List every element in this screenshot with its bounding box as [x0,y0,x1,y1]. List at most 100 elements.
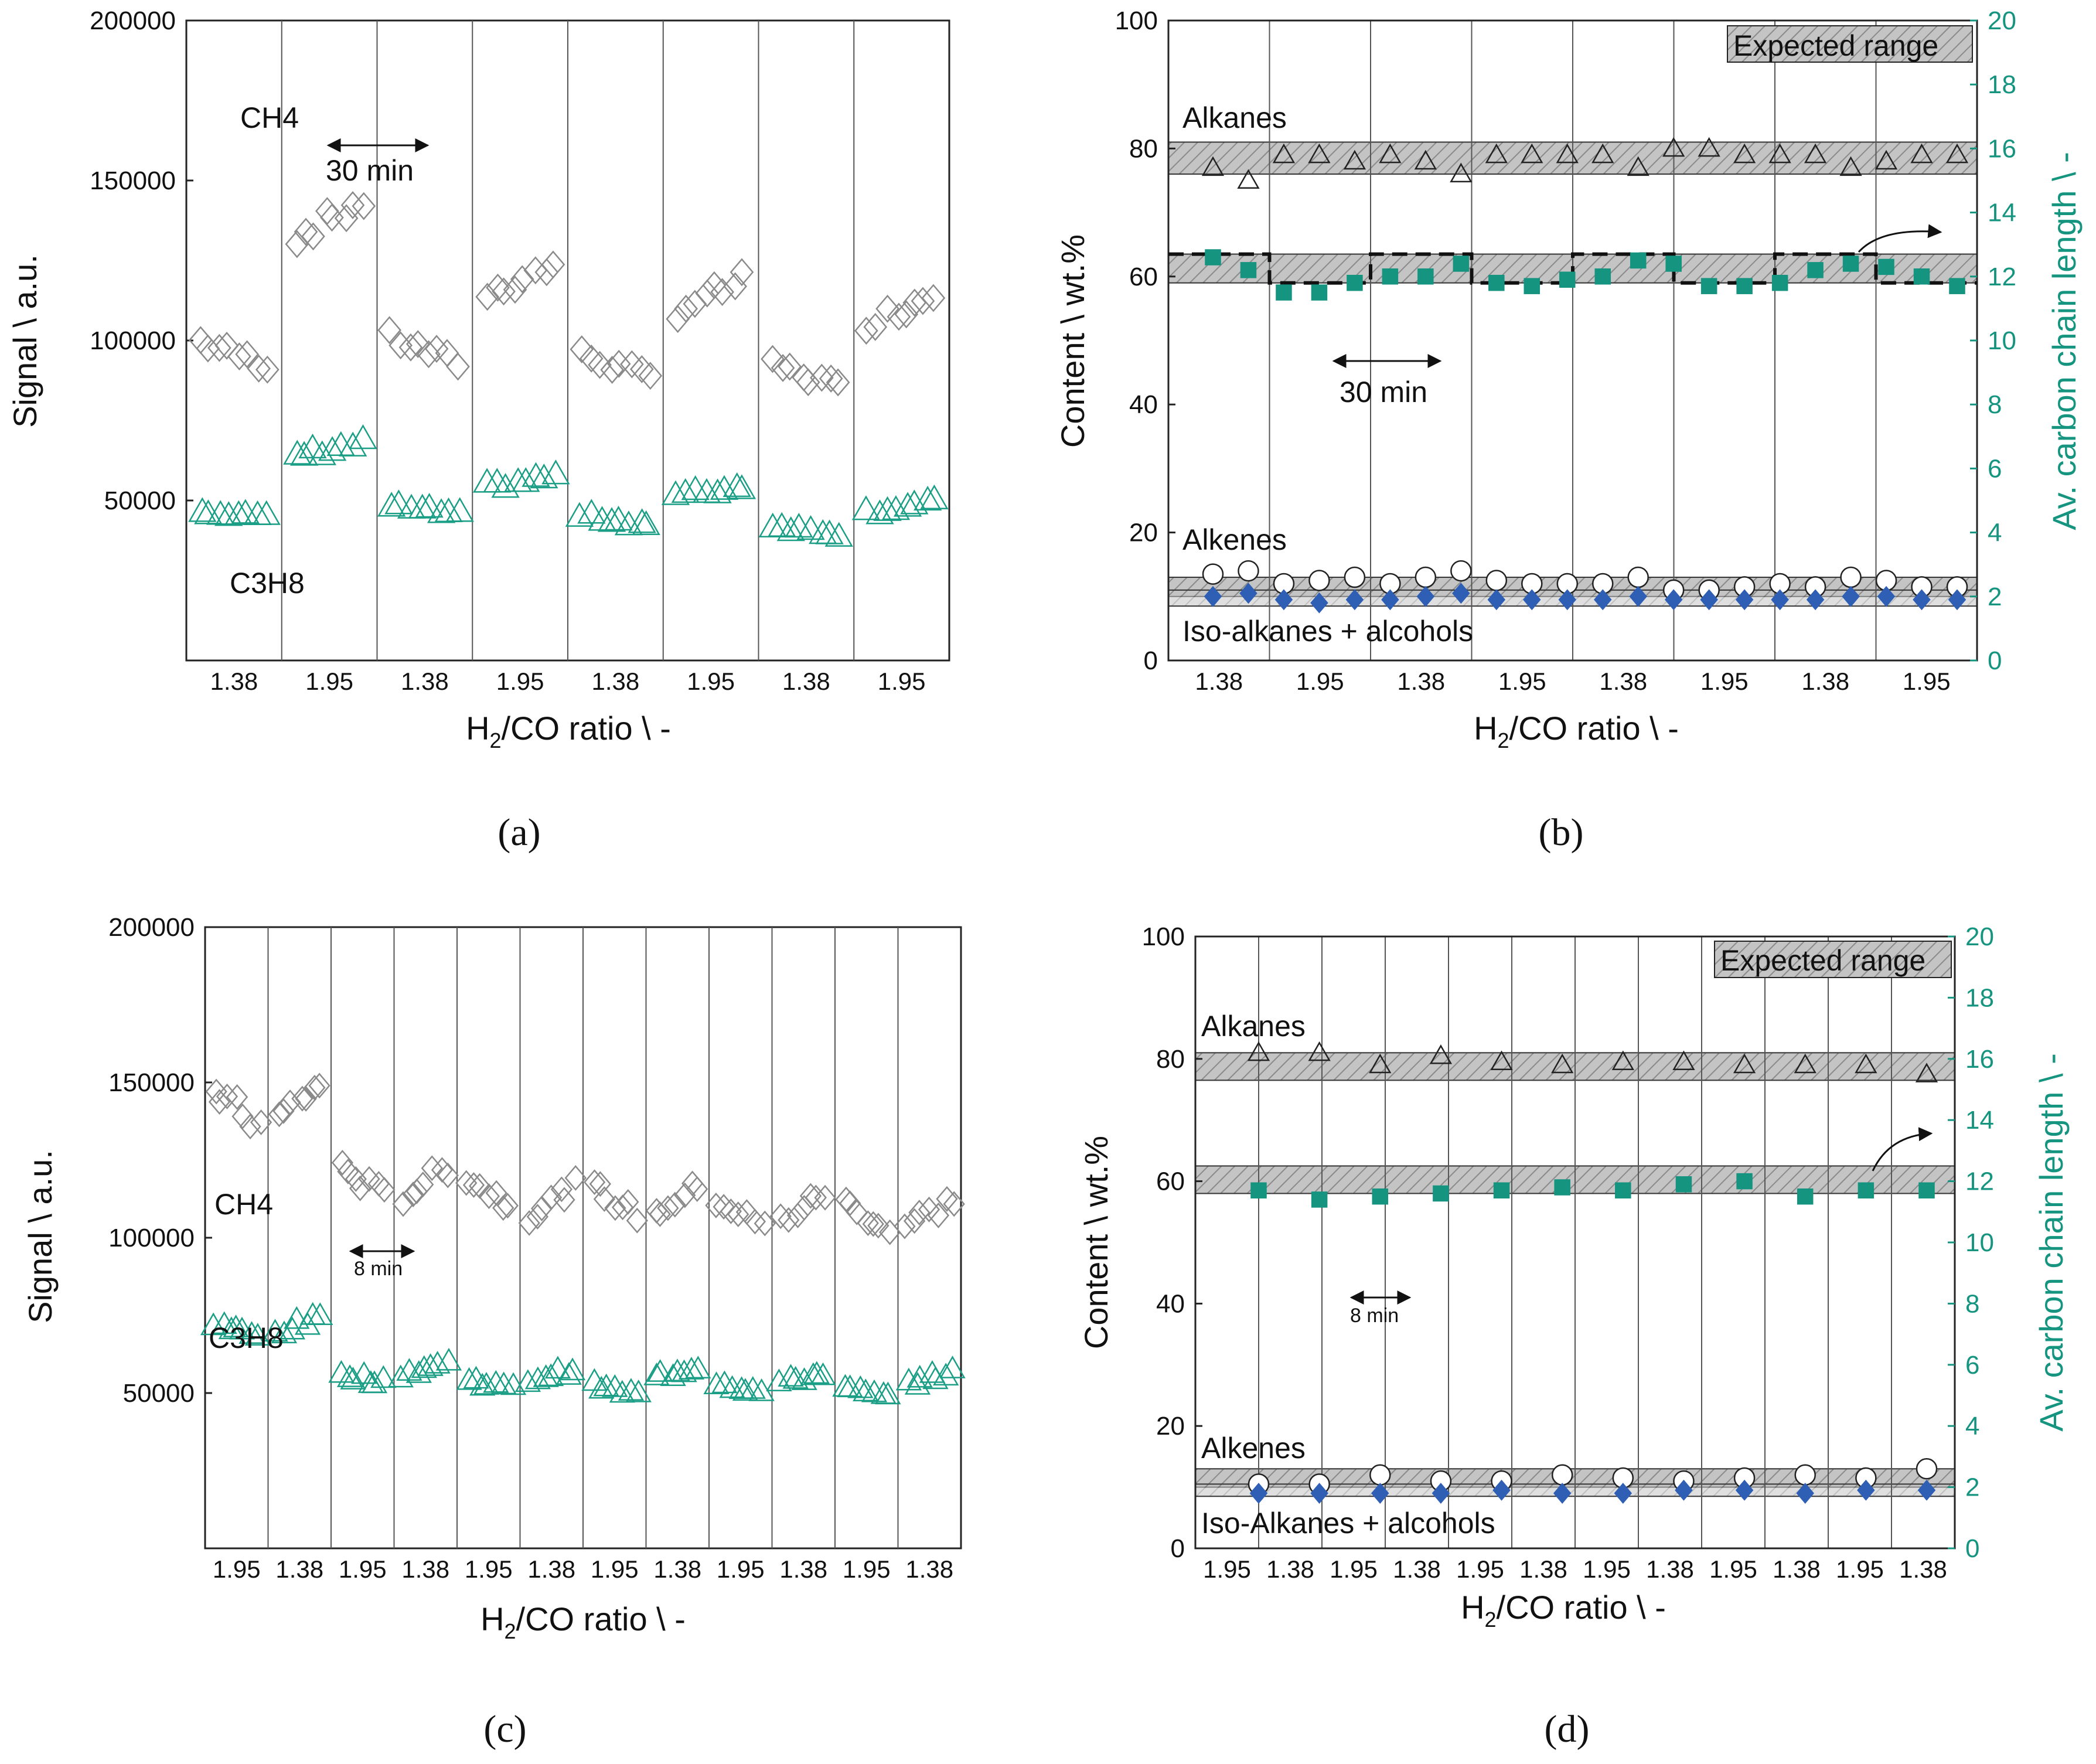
chain-length-point [1842,256,1859,272]
c3h8-point [500,1372,527,1395]
x-tick-label: 1.95 [1583,1555,1631,1583]
alkanes-point [1485,143,1508,164]
x-tick-label: 1.38 [1773,1555,1821,1583]
alkenes-point [1450,560,1472,582]
c3h8-point [900,489,929,515]
alkanes-point [1490,1050,1513,1071]
iso-alkanes-point [1614,1483,1633,1504]
panel-d-y-ticks: 0 20 40 60 80 100 [1142,922,1202,1563]
y-tick-label: 80 [1156,1045,1185,1074]
alkanes-point [1698,137,1720,157]
chain-length-point [1630,252,1647,269]
alkenes-point [1344,566,1366,588]
x-tick-label: 1.95 [1700,668,1749,695]
c3h8-point [577,499,606,524]
panel-d-x-axis-label: H2/CO ratio \ - [1461,1589,1666,1632]
c3h8-point [588,1375,615,1399]
x-tick-label: 1.95 [339,1555,387,1583]
ch4-point [492,277,516,306]
x-tick-label: 1.95 [1709,1555,1757,1583]
x-tick-label: 1.38 [275,1555,323,1583]
ch4-point [727,1201,749,1228]
ch4-point [786,1202,809,1228]
ch4-point [207,333,231,362]
panel-a-label: (a) [497,811,540,854]
c3h8-point [559,1357,586,1381]
c3h8-point [283,440,312,465]
panel-b-segment-lines [1269,21,1877,660]
chain-length-point [1594,268,1611,285]
y-tick-label: 20 [1129,519,1158,547]
ch4-point [674,1182,696,1208]
y-tick-label: 50000 [123,1379,195,1408]
c3h8-point [224,500,253,525]
ch4-point [308,1072,330,1099]
ch4-point [754,1210,776,1237]
panel-a-c3h8-series [188,424,949,547]
ch4-point [600,356,625,384]
c3h8-point [361,1370,388,1394]
panel-b-alkenes-label: Alkenes [1182,523,1287,556]
panel-d-legend-swatch [1714,941,1952,978]
ch4-point [446,352,470,381]
ch4-point [402,1181,424,1208]
ch4-point [231,1104,254,1129]
y-tick-label: 150000 [90,166,176,195]
ch4-point [377,316,401,345]
alkanes-point [1662,137,1685,157]
ch4-point [291,1085,313,1112]
ch4-point [373,1177,396,1203]
panel-a-interval-label: 30 min [326,154,414,187]
ch4-point [927,1202,950,1228]
c3h8-point [514,1369,541,1392]
alkanes-point [1768,143,1791,164]
panel-b-x-ticks: 1.38 1.95 1.38 1.95 1.38 1.95 1.38 1.95 [1195,668,1950,695]
ch4-point [657,1195,679,1221]
c3h8-point [664,1358,691,1382]
y2-tick-label: 16 [1988,134,2016,163]
c3h8-point [512,467,540,492]
alkanes-point [1915,1063,1938,1082]
y-tick-label: 0 [1144,646,1158,675]
ch4-point [294,217,318,246]
x-tick-label: 1.95 [843,1555,891,1583]
ch4-point [778,1207,800,1233]
ch4-point [887,302,911,331]
c3h8-point [722,472,751,498]
ch4-point [805,1184,827,1211]
iso-alkanes-point [1700,589,1718,611]
c3h8-point [417,1353,444,1376]
iso-alkanes-point [1381,589,1399,611]
y2-tick-label: 16 [1965,1045,1994,1074]
c3h8-point [339,431,367,457]
c3h8-point [541,459,570,485]
y2-tick-label: 4 [1965,1412,1979,1441]
c3h8-point [703,1371,730,1394]
ch4-point [255,355,280,384]
c3h8-point [244,1323,271,1346]
alkenes-point [1794,1464,1816,1486]
c3h8-point [625,1379,652,1402]
ch4-point [392,1191,414,1217]
c3h8-point [678,1357,705,1380]
alkanes-point [1611,1050,1634,1071]
y-tick-label: 40 [1156,1289,1185,1318]
ch4-point [826,368,850,397]
ch4-point [606,349,631,378]
x-tick-label: 1.38 [905,1555,953,1583]
chain-length-point [1858,1182,1875,1199]
ch4-point [894,1213,916,1239]
ch4-point [686,1176,708,1202]
y2-tick-label: 2 [1965,1473,1979,1502]
c3h8-point [768,512,796,537]
ch4-point [674,294,698,323]
x-tick-label: 1.95 [305,668,353,695]
y-tick-label: 40 [1129,390,1158,419]
alkanes-point [1556,143,1579,164]
c3h8-point [710,475,739,500]
ch4-point [936,1186,958,1212]
ch4-point [486,273,510,302]
alkanes-point [1627,156,1649,176]
ch4-point [810,363,834,392]
iso-alkanes-point [1416,585,1435,607]
